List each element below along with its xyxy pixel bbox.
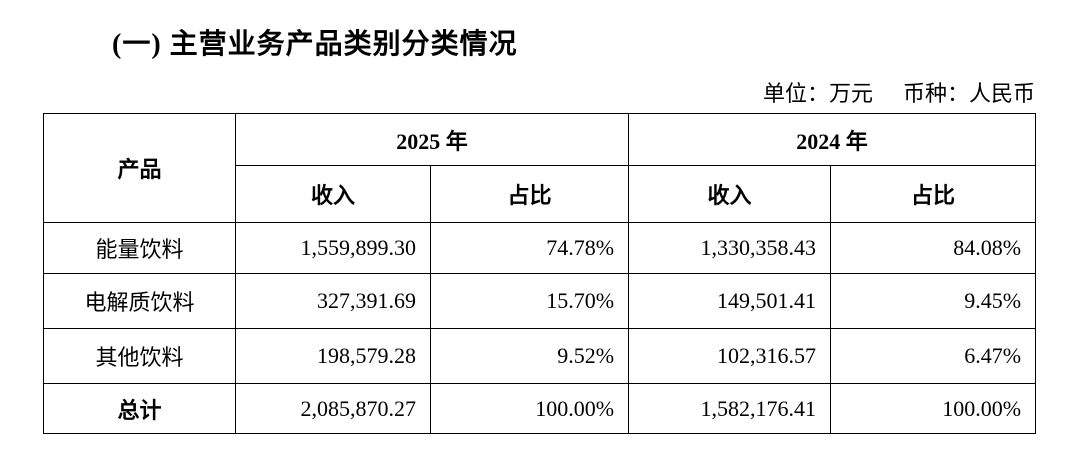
share-2025: 15.70% xyxy=(429,273,630,329)
table-row: 能量饮料 1,559,899.30 74.78% 1,330,358.43 84… xyxy=(43,222,1037,274)
header-row-metrics: 收入 占比 收入 占比 xyxy=(44,165,1037,223)
product-name: 电解质饮料 xyxy=(43,273,236,329)
share-2024: 9.45% xyxy=(830,273,1037,329)
header-row-years: 产品 2025 年 2024 年 xyxy=(43,113,1037,223)
share-2025: 74.78% xyxy=(429,222,630,274)
share-2024: 84.08% xyxy=(830,222,1037,274)
section-title: (一) 主营业务产品类别分类情况 xyxy=(112,29,518,60)
income-2025: 327,391.69 xyxy=(235,273,431,329)
share-2025: 9.52% xyxy=(429,328,630,384)
product-name: 其他饮料 xyxy=(43,328,236,384)
header-share-2024: 占比 xyxy=(830,165,1037,223)
income-2024: 1,582,176.41 xyxy=(628,383,832,434)
share-2024: 6.47% xyxy=(830,328,1037,384)
share-2024: 100.00% xyxy=(830,383,1037,434)
currency-label: 币种：人民币 xyxy=(902,81,1035,106)
header-year-2025: 2025 年 xyxy=(234,113,630,166)
header-share-2025: 占比 xyxy=(429,165,630,223)
table-row: 其他饮料 198,579.28 9.52% 102,316.57 6.47% xyxy=(43,328,1037,384)
product-category-table: 产品 2025 年 2024 年 收入 占比 收入 占比 能量饮料 1,559,… xyxy=(43,113,1037,434)
product-name: 总计 xyxy=(43,383,236,434)
table-row: 电解质饮料 327,391.69 15.70% 149,501.41 9.45% xyxy=(43,273,1037,329)
header-income-2025: 收入 xyxy=(235,165,431,223)
table-row-total: 总计 2,085,870.27 100.00% 1,582,176.41 100… xyxy=(43,383,1037,434)
unit-label: 单位：万元 xyxy=(762,81,873,106)
header-income-2024: 收入 xyxy=(628,165,832,223)
income-2025: 198,579.28 xyxy=(235,328,431,384)
header-product: 产品 xyxy=(43,113,236,223)
income-2024: 149,501.41 xyxy=(628,273,832,329)
income-2025: 1,559,899.30 xyxy=(235,222,431,274)
product-name: 能量饮料 xyxy=(43,222,236,274)
share-2025: 100.00% xyxy=(429,383,630,434)
income-2025: 2,085,870.27 xyxy=(235,383,431,434)
income-2024: 1,330,358.43 xyxy=(628,222,832,274)
unit-currency-line: 单位：万元 币种：人民币 xyxy=(763,76,1035,108)
income-2024: 102,316.57 xyxy=(628,328,832,384)
header-year-2024: 2024 年 xyxy=(628,113,1037,166)
